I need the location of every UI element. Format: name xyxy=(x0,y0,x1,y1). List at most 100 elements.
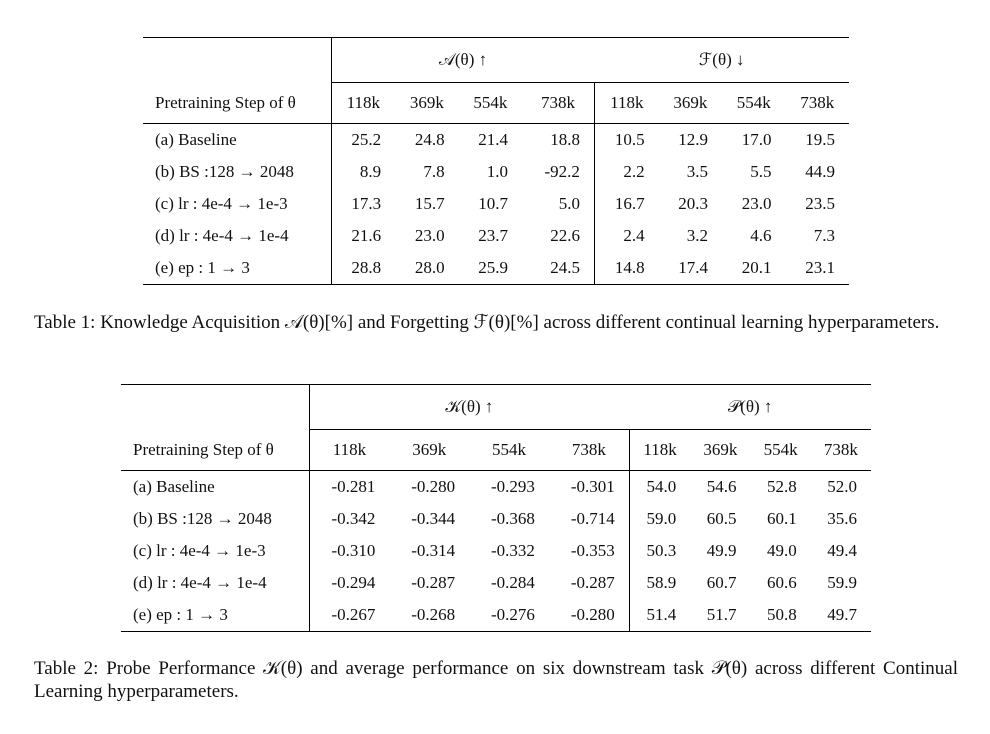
row-label: (c) lr : 4e-4 → 1e-3 xyxy=(143,188,332,220)
table-cell: -0.310 xyxy=(331,541,376,560)
table-1-step-header: 554k xyxy=(458,82,523,124)
table-cell: -0.714 xyxy=(548,503,630,535)
table-row: (d) lr : 4e-4 → 1e-4 -0.294 -0.287 -0.284 -0… xyxy=(121,567,871,599)
table-cell: -0.344 xyxy=(411,509,456,528)
table-cell: 22.6 xyxy=(522,220,595,252)
table-row: (b) BS :128 → 2048 -0.342 -0.344 -0.368 -0.7… xyxy=(121,503,871,535)
table-cell: 7.3 xyxy=(813,226,835,245)
row-label: (e) ep : 1 → 3 xyxy=(143,252,332,285)
table-cell: 8.9 xyxy=(359,162,382,181)
table-cell: 15.7 xyxy=(414,194,445,213)
table-cell: 21.6 xyxy=(351,226,382,245)
table-cell: -0.301 xyxy=(548,470,630,503)
row-label: (d) lr : 4e-4 → 1e-4 xyxy=(121,567,310,599)
table-cell: -0.353 xyxy=(548,535,630,567)
table-2-header-row: Pretraining Step of θ 118k 369k 554k 738… xyxy=(121,429,871,471)
table-1-row-header: Pretraining Step of θ xyxy=(143,82,332,124)
row-label: (a) Baseline xyxy=(143,123,332,156)
table-2-step-header: 738k xyxy=(810,429,871,471)
table-cell: 60.5 xyxy=(706,509,737,528)
table-cell: 2.4 xyxy=(623,226,645,245)
table-2-caption: Table 2: Probe Performance 𝒦(θ) and aver… xyxy=(34,657,958,703)
table-1: 𝒜(θ) ↑ ℱ(θ) ↓ Pretraining Step of θ 118k… xyxy=(143,37,849,285)
table-cell: 59.9 xyxy=(827,573,857,592)
table-cell: 58.9 xyxy=(646,573,677,592)
table-cell: 14.8 xyxy=(594,252,659,285)
table-cell: 51.4 xyxy=(629,599,691,632)
table-cell: 16.7 xyxy=(614,194,645,213)
table-cell: -0.268 xyxy=(389,599,470,632)
table-cell: 21.4 xyxy=(478,130,509,149)
table-cell: -0.287 xyxy=(411,573,456,592)
table-2-step-header: 554k xyxy=(469,429,549,471)
table-cell: 35.6 xyxy=(827,509,857,528)
table-2: 𝒦(θ) ↑ 𝒫(θ) ↑ Pretraining Step of θ 118k… xyxy=(121,384,871,632)
table-cell: 25.9 xyxy=(458,252,523,285)
table-2-group-header-downstream: 𝒫(θ) ↑ xyxy=(629,384,871,430)
table-1-step-header: 554k xyxy=(722,82,786,124)
table-cell: -0.294 xyxy=(331,573,376,592)
table-cell: -0.368 xyxy=(490,509,535,528)
table-1-caption: Table 1: Knowledge Acquisition 𝒜(θ)[%] a… xyxy=(34,311,958,334)
table-row: (b) BS :128 → 2048 8.9 7.8 1.0 -92.2 2.2 3.5 5.… xyxy=(143,156,849,188)
table-cell: -0.280 xyxy=(548,599,630,632)
row-label: (a) Baseline xyxy=(121,470,310,503)
row-label: (b) BS :128 → 2048 xyxy=(121,503,310,535)
table-cell: 20.3 xyxy=(678,194,709,213)
table-row: (d) lr : 4e-4 → 1e-4 21.6 23.0 23.7 22.6 2.4 3… xyxy=(143,220,849,252)
table-cell: 24.5 xyxy=(522,252,595,285)
table-2-step-header: 118k xyxy=(309,429,390,471)
table-row: (a) Baseline -0.281 -0.280 -0.293 -0.301 54.0… xyxy=(121,470,871,503)
table-cell: 3.5 xyxy=(686,162,709,181)
row-label: (c) lr : 4e-4 → 1e-3 xyxy=(121,535,310,567)
table-cell: 17.3 xyxy=(351,194,382,213)
table-cell: -0.267 xyxy=(309,599,390,632)
table-1-step-header: 738k xyxy=(522,82,595,124)
table-2-step-header: 738k xyxy=(548,429,630,471)
table-cell: 60.7 xyxy=(706,573,737,592)
table-cell: 54.0 xyxy=(646,477,677,496)
table-cell: 7.8 xyxy=(423,162,445,181)
table-cell: 10.7 xyxy=(478,194,509,213)
table-cell: 44.9 xyxy=(805,162,835,181)
table-cell: 28.0 xyxy=(395,252,459,285)
table-cell: 20.1 xyxy=(722,252,786,285)
table-cell: 19.5 xyxy=(805,130,835,149)
table-1-step-header: 118k xyxy=(594,82,659,124)
table-cell: 60.1 xyxy=(766,509,797,528)
table-cell: -92.2 xyxy=(522,156,595,188)
table-2-caption-text: Table 2: Probe Performance 𝒦(θ) and aver… xyxy=(34,658,958,702)
table-cell: -0.293 xyxy=(490,477,535,496)
table-row: (c) lr : 4e-4 → 1e-3 17.3 15.7 10.7 5.0 16.7 2… xyxy=(143,188,849,220)
table-cell: 17.0 xyxy=(741,130,772,149)
table-2-step-header: 554k xyxy=(750,429,811,471)
table-row: (a) Baseline 25.2 24.8 21.4 18.8 10.5 12.9 17.0… xyxy=(143,123,849,156)
table-cell: -0.281 xyxy=(331,477,376,496)
table-cell: 23.1 xyxy=(785,252,849,285)
table-cell: 28.8 xyxy=(331,252,396,285)
table-1-group-header-row: 𝒜(θ) ↑ ℱ(θ) ↓ xyxy=(143,37,849,83)
table-1-corner xyxy=(143,37,332,83)
table-cell: 18.8 xyxy=(522,123,595,156)
table-1-group-header-acquisition: 𝒜(θ) ↑ xyxy=(331,37,595,83)
table-cell: 1.0 xyxy=(486,162,509,181)
table-row: (e) ep : 1 → 3 -0.267 -0.268 -0.276 -0.280 51… xyxy=(121,599,871,632)
table-1-step-header: 118k xyxy=(331,82,396,124)
table-cell: 25.2 xyxy=(351,130,382,149)
table-1-step-header: 369k xyxy=(395,82,459,124)
table-cell: 59.0 xyxy=(646,509,677,528)
table-cell: 52.8 xyxy=(766,477,797,496)
row-label: (b) BS :128 → 2048 xyxy=(143,156,332,188)
table-cell: 23.5 xyxy=(805,194,835,213)
table-cell: 23.0 xyxy=(741,194,772,213)
table-2-group-header-probe: 𝒦(θ) ↑ xyxy=(309,384,630,430)
table-2-step-header: 369k xyxy=(389,429,470,471)
table-cell: 5.5 xyxy=(750,162,772,181)
table-2-row-header: Pretraining Step of θ xyxy=(121,429,310,471)
row-label: (e) ep : 1 → 3 xyxy=(121,599,310,632)
table-cell: 50.8 xyxy=(750,599,811,632)
table-cell: -0.284 xyxy=(490,573,535,592)
table-1-step-header: 369k xyxy=(658,82,723,124)
table-1-group-header-forgetting: ℱ(θ) ↓ xyxy=(594,37,849,83)
table-cell: 4.6 xyxy=(750,226,772,245)
